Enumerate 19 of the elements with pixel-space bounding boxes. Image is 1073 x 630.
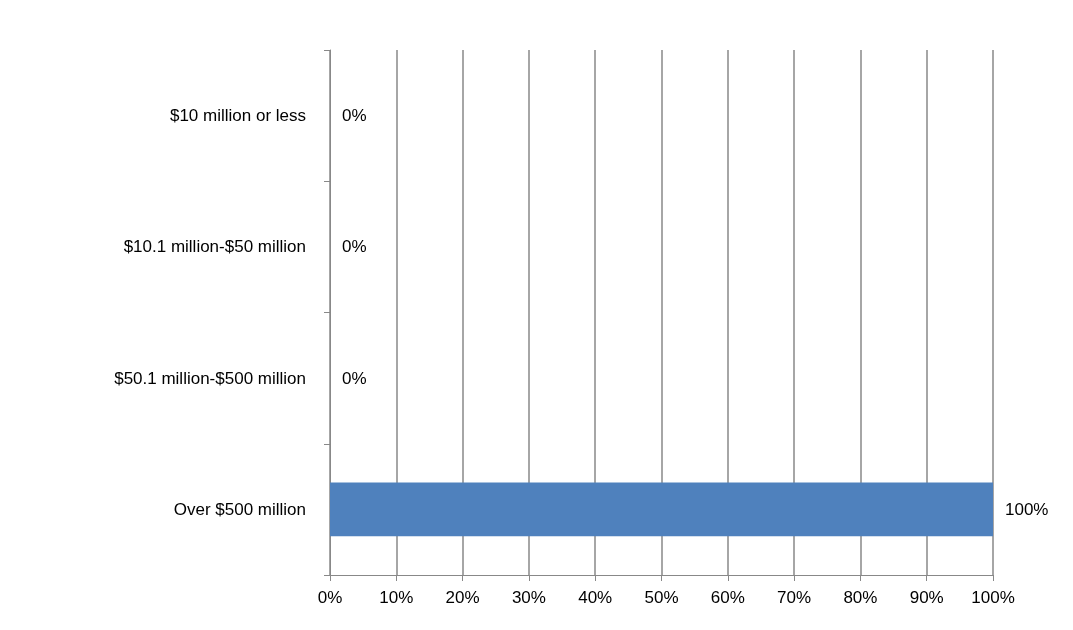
x-tick-label: 20% [445, 588, 480, 607]
x-tick-label: 0% [317, 588, 343, 607]
x-tick-label: 10% [379, 588, 414, 607]
data-label: 0% [342, 106, 367, 126]
data-label: 0% [342, 368, 367, 388]
y-tick-label: $50.1 million-$500 million [114, 368, 306, 388]
x-tick-label: 30% [511, 588, 546, 607]
x-tick-label: 80% [843, 588, 878, 607]
x-tick-label: 40% [578, 588, 613, 607]
x-tick-label: 60% [710, 588, 745, 607]
data-label: 0% [342, 237, 367, 257]
x-tick-label: 90% [909, 588, 944, 607]
x-tick-label: 50% [644, 588, 679, 607]
data-label: 100% [1005, 499, 1049, 519]
y-tick-label: $10 million or less [169, 106, 306, 126]
x-tick-label: 100% [971, 588, 1015, 607]
y-tick-label: Over $500 million [173, 499, 306, 519]
x-tick-label: 70% [777, 588, 812, 607]
y-tick-label: $10.1 million-$50 million [123, 237, 306, 257]
